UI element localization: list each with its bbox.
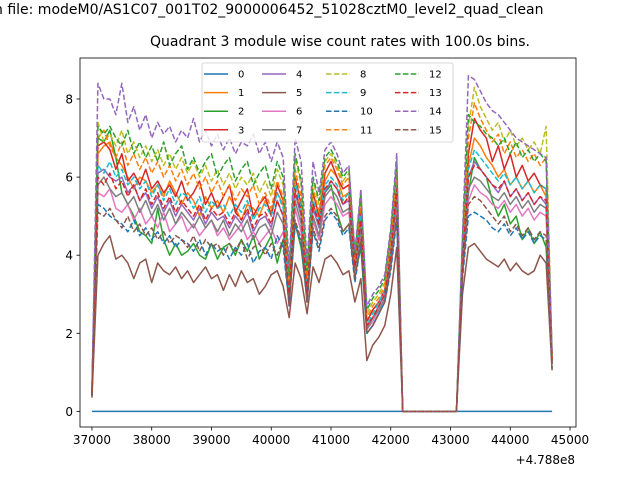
legend-label-1: 1 (238, 88, 244, 99)
x-tick-label-43000: 43000 (431, 433, 469, 447)
series-line-3 (91, 117, 553, 413)
x-tick-label-44000: 44000 (491, 433, 529, 447)
x-offset-label: +4.788e8 (516, 453, 575, 467)
x-tick-label-37000: 37000 (73, 433, 111, 447)
legend-label-8: 8 (360, 70, 366, 81)
y-tick-label-4: 4 (65, 249, 73, 263)
legend-label-4: 4 (296, 70, 302, 81)
series-line-10 (91, 203, 553, 413)
legend-label-12: 12 (429, 70, 442, 81)
legend-label-15: 15 (429, 125, 442, 136)
legend-label-6: 6 (296, 107, 302, 118)
y-tick-label-8: 8 (65, 93, 73, 107)
legend-label-10: 10 (360, 107, 373, 118)
series-line-12 (91, 113, 553, 413)
series-line-1 (91, 137, 553, 413)
legend-box (201, 62, 454, 143)
x-tick-label-40000: 40000 (252, 433, 290, 447)
axes-frame (79, 57, 577, 428)
figure-suptitle: n file: modeM0/AS1C07_001T02_9000006452_… (0, 2, 544, 18)
y-tick-label-2: 2 (65, 327, 73, 341)
legend-label-11: 11 (360, 125, 373, 136)
series-line-11 (91, 102, 553, 413)
legend-label-0: 0 (238, 70, 244, 81)
x-tick-label-45000: 45000 (551, 433, 589, 447)
x-tick-label-42000: 42000 (372, 433, 410, 447)
x-tick-label-38000: 38000 (133, 433, 171, 447)
series-line-15 (91, 195, 553, 413)
legend-label-7: 7 (296, 125, 302, 136)
y-tick-label-0: 0 (65, 405, 73, 419)
legend-label-3: 3 (238, 125, 244, 136)
series-line-14 (91, 74, 553, 413)
x-tick-label-41000: 41000 (312, 433, 350, 447)
series-line-7 (91, 176, 553, 413)
series-line-5 (91, 234, 553, 413)
legend-label-9: 9 (360, 88, 366, 99)
legend-label-14: 14 (429, 107, 442, 118)
legend-label-5: 5 (296, 88, 302, 99)
series-line-13 (91, 164, 553, 413)
series-line-6 (91, 184, 553, 413)
legend-label-2: 2 (238, 107, 244, 118)
chart-title: Quadrant 3 module wise count rates with … (150, 34, 530, 50)
x-tick-label-39000: 39000 (192, 433, 230, 447)
legend-label-13: 13 (429, 88, 442, 99)
y-tick-label-6: 6 (65, 171, 73, 185)
